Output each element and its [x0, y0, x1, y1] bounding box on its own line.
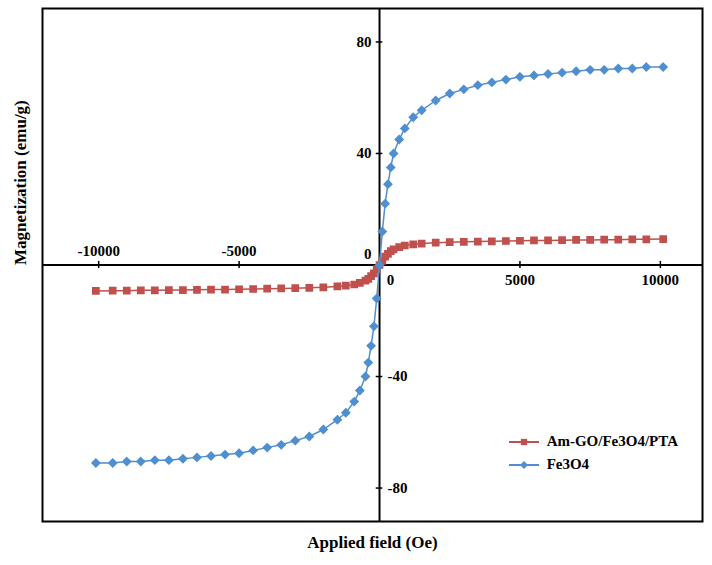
svg-text:10000: 10000: [642, 272, 680, 288]
svg-text:0: 0: [387, 272, 395, 288]
html-text:Fe3O4: Fe3O4: [546, 456, 590, 472]
svg-text:-40: -40: [388, 368, 408, 384]
svg-text:-80: -80: [388, 480, 408, 496]
svg-text:5000: 5000: [505, 272, 535, 288]
html-text:Am-GO/Fe3O4/PTA: Am-GO/Fe3O4/PTA: [546, 433, 678, 449]
svg-text:Magnetization (emu/g): Magnetization (emu/g): [11, 100, 30, 265]
svg-text:-5000: -5000: [222, 243, 257, 259]
svg-text:Applied field (Oe): Applied field (Oe): [307, 533, 437, 552]
svg-text:-10000: -10000: [77, 243, 120, 259]
svg-text:0: 0: [364, 246, 372, 262]
svg-text:40: 40: [357, 145, 372, 161]
svg-text:80: 80: [357, 34, 372, 50]
